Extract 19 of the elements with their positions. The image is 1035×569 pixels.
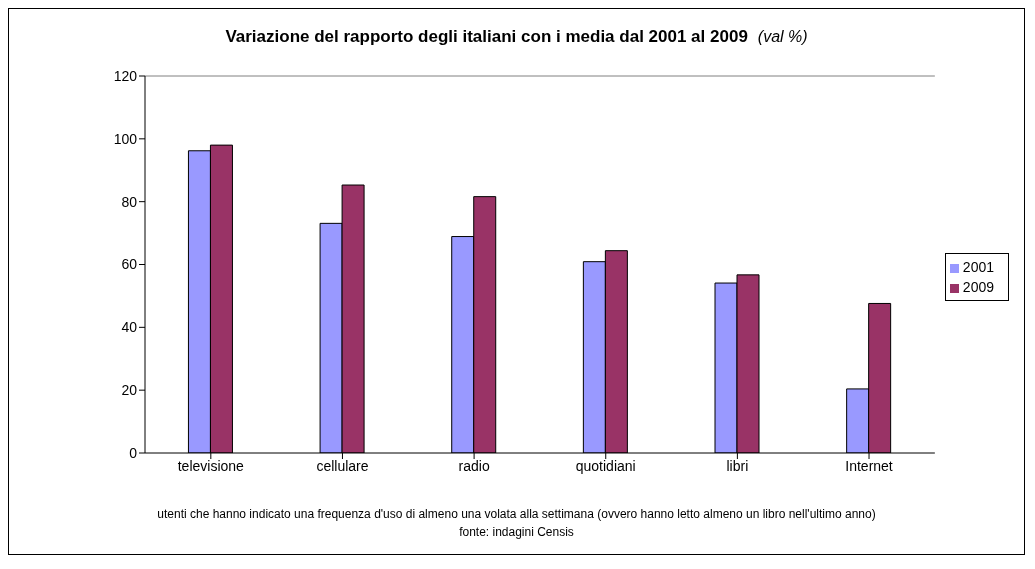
y-tick-label: 60 <box>121 256 138 273</box>
legend-label: 2009 <box>962 279 994 295</box>
y-tick-label: 80 <box>121 193 138 210</box>
y-tick-label: 120 <box>113 67 138 84</box>
x-tick-label: radio <box>458 457 490 474</box>
chart-subtitle: (val %) <box>757 28 808 45</box>
x-tick-label: libri <box>726 457 749 474</box>
x-tick-label: quotidiani <box>575 457 636 474</box>
x-tick-label: televisione <box>177 457 245 474</box>
x-tick-label: Internet <box>845 457 893 474</box>
y-tick-label: 0 <box>129 444 138 461</box>
chart-title: Variazione del rapporto degli italiani con i media dal 2001 al 2009 <box>225 27 748 46</box>
x-tick-label: cellulare <box>316 457 369 474</box>
y-tick-label: 40 <box>121 319 138 336</box>
source-note: fonte: indagini Censis <box>458 524 575 541</box>
y-tick-label: 20 <box>121 382 138 399</box>
text: utenti che hanno indicato una frequenza d'uso di almeno una volata alla settimana (ovvero hanno letto almeno un libro nell'ultimo anno) <box>156 506 877 523</box>
y-tick-label: 100 <box>113 130 138 147</box>
legend-label: 2001 <box>962 259 994 275</box>
